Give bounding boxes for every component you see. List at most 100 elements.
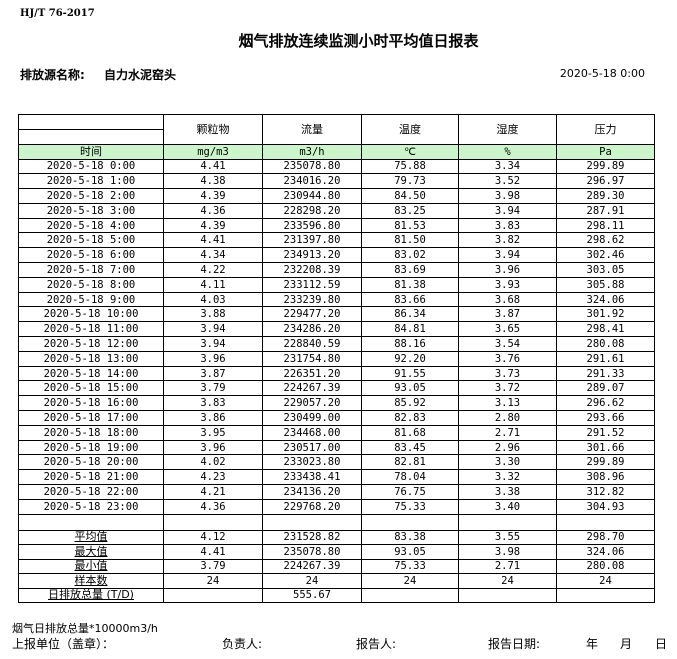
cell-humidity: 3.68 [458, 291, 557, 308]
cell-pressure: 291.33 [556, 365, 655, 382]
cell-pm: 3.87 [163, 365, 263, 382]
cell-pm: 4.39 [163, 188, 263, 204]
cell-pressure: 296.62 [556, 395, 655, 412]
cell-humidity: 3.54 [458, 336, 557, 352]
table-row: 2020-5-18 15:00 3.79 224267.39 93.05 3.72 289… [18, 380, 655, 397]
cell-time: 2020-5-18 20:00 [18, 454, 164, 471]
summary-label: 平均值 [74, 530, 108, 544]
cell-humidity: 3.93 [458, 276, 557, 293]
cell-humidity: 24 [458, 573, 557, 589]
cell-temperature: 81.53 [361, 217, 459, 234]
table-row: 2020-5-18 6:00 4.34 234913.20 83.02 3.94 302.… [18, 247, 655, 264]
table-row: 2020-5-18 2:00 4.39 230944.80 84.50 3.98 289.… [18, 188, 655, 204]
blank-row [18, 513, 655, 531]
cell-flow: 231528.82 [262, 529, 362, 546]
footer-month: 月 [620, 637, 633, 651]
cell-time: 2020-5-18 14:00 [18, 365, 164, 382]
table-row: 2020-5-18 1:00 4.38 234016.20 79.73 3.52 296.… [18, 173, 655, 190]
header-humidity: 湿度 [458, 114, 557, 145]
cell-pressure: 287.91 [556, 202, 655, 219]
time-label: 时间 [18, 144, 164, 160]
cell-pm: 3.94 [163, 321, 263, 338]
cell-humidity: 3.72 [458, 380, 557, 397]
cell-pressure: 304.93 [556, 498, 655, 515]
table-row: 2020-5-18 21:00 4.23 233438.41 78.04 3.32 308… [18, 469, 655, 486]
cell-time: 2020-5-18 18:00 [18, 424, 164, 441]
cell-humidity: 3.76 [458, 350, 557, 367]
cell-time: 2020-5-18 15:00 [18, 380, 164, 397]
cell-pm: 3.95 [163, 424, 263, 441]
cell-time: 2020-5-18 9:00 [18, 291, 164, 308]
table-row: 2020-5-18 11:00 3.94 234286.20 84.81 3.65 298… [18, 321, 655, 338]
cell-flow: 226351.20 [262, 365, 362, 382]
cell-time: 2020-5-18 4:00 [18, 217, 164, 234]
cell-humidity: 3.87 [458, 306, 557, 323]
cell-temperature: 75.33 [361, 498, 459, 515]
table-row: 2020-5-18 19:00 3.96 230517.00 83.45 2.96 301… [18, 439, 655, 456]
cell-pressure: 280.08 [556, 558, 655, 575]
unit-humidity: % [458, 144, 557, 160]
cell-time: 2020-5-18 10:00 [18, 306, 164, 323]
header-row: 颗粒物 流量 温度 湿度 压力 [18, 114, 655, 145]
cell-flow: 224267.39 [262, 558, 362, 575]
cell-time: 2020-5-18 22:00 [18, 484, 164, 500]
cell-time: 最小值 [18, 558, 164, 575]
footer-date-label: 报告日期: [488, 637, 541, 651]
cell-time: 2020-5-18 6:00 [18, 247, 164, 264]
cell-time: 2020-5-18 21:00 [18, 469, 164, 486]
cell-temperature: 93.05 [361, 380, 459, 397]
cell-humidity [458, 513, 557, 531]
cell-pm: 4.41 [163, 232, 263, 249]
cell-pressure: 301.92 [556, 306, 655, 323]
hourly-report-table: 颗粒物 流量 温度 湿度 压力 时间 mg/m3 m3/h ℃ % Pa 202… [18, 114, 655, 604]
cell-time: 2020-5-18 12:00 [18, 336, 164, 352]
cell-time: 2020-5-18 7:00 [18, 262, 164, 278]
cell-pm: 4.38 [163, 173, 263, 190]
cell-flow: 234136.20 [262, 484, 362, 500]
table-row: 2020-5-18 14:00 3.87 226351.20 91.55 3.73 291… [18, 365, 655, 382]
cell-pressure: 299.89 [556, 454, 655, 471]
cell-temperature: 75.88 [361, 158, 459, 175]
cell-pm: 24 [163, 573, 263, 589]
cell-time: 2020-5-18 17:00 [18, 410, 164, 426]
table-row: 2020-5-18 12:00 3.94 228840.59 88.16 3.54 280… [18, 336, 655, 352]
cell-pm: 4.03 [163, 291, 263, 308]
cell-humidity: 3.32 [458, 469, 557, 486]
cell-temperature: 83.02 [361, 247, 459, 264]
table-row: 2020-5-18 16:00 3.83 229057.20 85.92 3.13 296… [18, 395, 655, 412]
cell-humidity: 3.94 [458, 202, 557, 219]
cell-temperature [361, 587, 459, 604]
cell-flow: 234468.00 [262, 424, 362, 441]
cell-time: 2020-5-18 11:00 [18, 321, 164, 338]
cell-temperature: 81.50 [361, 232, 459, 249]
cell-temperature: 76.75 [361, 484, 459, 500]
cell-temperature: 83.45 [361, 439, 459, 456]
cell-pressure: 24 [556, 573, 655, 589]
cell-pressure: 303.05 [556, 262, 655, 278]
cell-humidity: 3.98 [458, 544, 557, 560]
cell-humidity: 3.52 [458, 173, 557, 190]
cell-humidity: 3.40 [458, 498, 557, 515]
cell-flow: 233438.41 [262, 469, 362, 486]
cell-pressure: 293.66 [556, 410, 655, 426]
cell-temperature: 84.81 [361, 321, 459, 338]
standard-code: HJ/T 76-2017 [20, 8, 95, 19]
cell-pm: 4.41 [163, 544, 263, 560]
cell-temperature: 91.55 [361, 365, 459, 382]
unit-pressure: Pa [556, 144, 655, 160]
cell-temperature: 84.50 [361, 188, 459, 204]
cell-flow: 229477.20 [262, 306, 362, 323]
cell-pressure: 289.30 [556, 188, 655, 204]
cell-pm: 3.94 [163, 336, 263, 352]
cell-flow: 235078.80 [262, 544, 362, 560]
cell-time: 2020-5-18 23:00 [18, 498, 164, 515]
cell-flow: 234286.20 [262, 321, 362, 338]
cell-temperature: 85.92 [361, 395, 459, 412]
cell-pm: 3.83 [163, 395, 263, 412]
cell-humidity: 3.65 [458, 321, 557, 338]
cell-flow: 228298.20 [262, 202, 362, 219]
cell-humidity: 3.96 [458, 262, 557, 278]
cell-flow: 235078.80 [262, 158, 362, 175]
cell-flow: 233239.80 [262, 291, 362, 308]
table-row: 2020-5-18 3:00 4.36 228298.20 83.25 3.94 287.… [18, 202, 655, 219]
